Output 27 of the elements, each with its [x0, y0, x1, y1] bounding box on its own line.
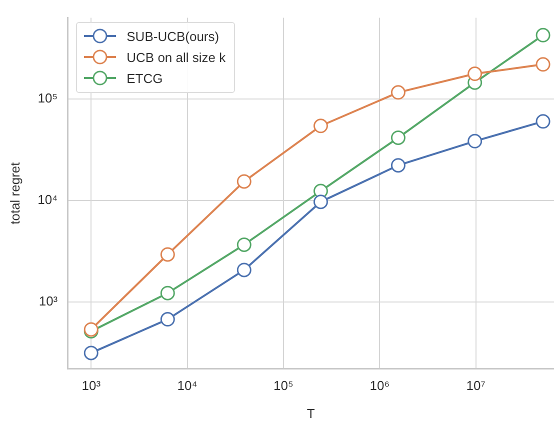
- point: [390, 130, 406, 145]
- x-axis-title: T: [306, 406, 315, 421]
- x-tick-label: 10⁵: [274, 378, 294, 394]
- x-tick-label: 10⁴: [177, 378, 198, 394]
- point: [160, 286, 175, 300]
- point: [84, 346, 98, 360]
- y-tick-label: 10⁴: [38, 192, 58, 208]
- point: [236, 174, 252, 189]
- legend-label: UCB on all size k: [126, 50, 226, 65]
- x-tick-label: 10⁷: [466, 378, 486, 394]
- point: [160, 247, 175, 262]
- point: [468, 134, 482, 148]
- point: [236, 262, 252, 278]
- point: [390, 85, 406, 100]
- point: [468, 66, 482, 82]
- y-tick-label: 10⁵: [38, 90, 58, 106]
- point: [390, 158, 406, 173]
- y-axis-title: total regret: [7, 162, 22, 224]
- point: [160, 312, 175, 327]
- point: [313, 194, 328, 210]
- x-tick-label: 10³: [82, 378, 102, 394]
- x-tick-label: 10⁶: [370, 378, 390, 394]
- point: [313, 118, 328, 134]
- point: [236, 237, 252, 252]
- legend-label: ETCG: [126, 70, 163, 86]
- y-tick-label: 10³: [38, 294, 58, 309]
- legend-label: SUB-UCB(ours): [126, 28, 220, 44]
